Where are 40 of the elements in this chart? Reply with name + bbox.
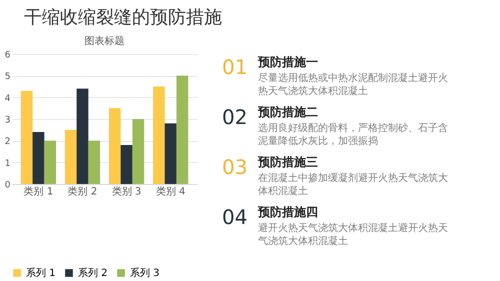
x-tick-label: 类别 2: [68, 186, 98, 198]
text: 尽量选用低热或中热水泥配制混凝土避开火热天气浇筑大体积混凝土: [258, 72, 448, 97]
bar: [108, 108, 121, 184]
bar: [44, 140, 56, 184]
text: 预防措施四: [257, 205, 318, 219]
y-tick-label: 1: [4, 158, 10, 169]
bar: [152, 86, 165, 184]
x-tick-label: 类别 3: [112, 186, 142, 198]
bar: [20, 90, 33, 184]
bar: [64, 130, 77, 184]
text: 03: [222, 155, 248, 179]
text: 预防措施一: [257, 55, 318, 69]
x-tick-label: 类别 4: [156, 186, 186, 198]
text: 02: [222, 105, 248, 129]
bar: [120, 145, 132, 184]
legend-label: 系列 1: [26, 267, 56, 279]
bar: [76, 88, 88, 184]
text: 避开火热天气浇筑大体积混凝土避开火热天气浇筑大体积混凝土: [258, 222, 448, 247]
y-tick-label: 4: [4, 94, 11, 104]
y-tick-label: 0: [4, 180, 11, 190]
legend-label: 系列 3: [130, 267, 160, 279]
text: 预防措施二: [257, 105, 318, 119]
text: 预防措施三: [257, 155, 318, 169]
bar: [32, 132, 44, 184]
bar: [176, 76, 188, 184]
legend-label: 系列 2: [78, 267, 108, 279]
text: 选用良好级配的骨料，严格控制砂、石子含泥量降低水灰比，加强振捣: [258, 122, 448, 147]
text: 04: [222, 205, 248, 229]
x-tick-label: 类别 1: [24, 186, 54, 198]
chart-title: 图表标题: [84, 35, 124, 47]
text: 干缩收缩裂缝的预防措施: [24, 7, 222, 28]
y-tick-label: 5: [4, 72, 10, 82]
bar: [164, 123, 176, 184]
bar: [88, 140, 100, 184]
y-tick-label: 6: [4, 50, 11, 60]
text: 在混凝土中掺加缓凝剂避开火热天气浇筑大体积混凝土: [258, 172, 448, 197]
bar: [132, 119, 144, 184]
text: 01: [222, 55, 248, 79]
y-tick-label: 3: [4, 116, 10, 126]
y-tick-label: 2: [4, 137, 10, 148]
